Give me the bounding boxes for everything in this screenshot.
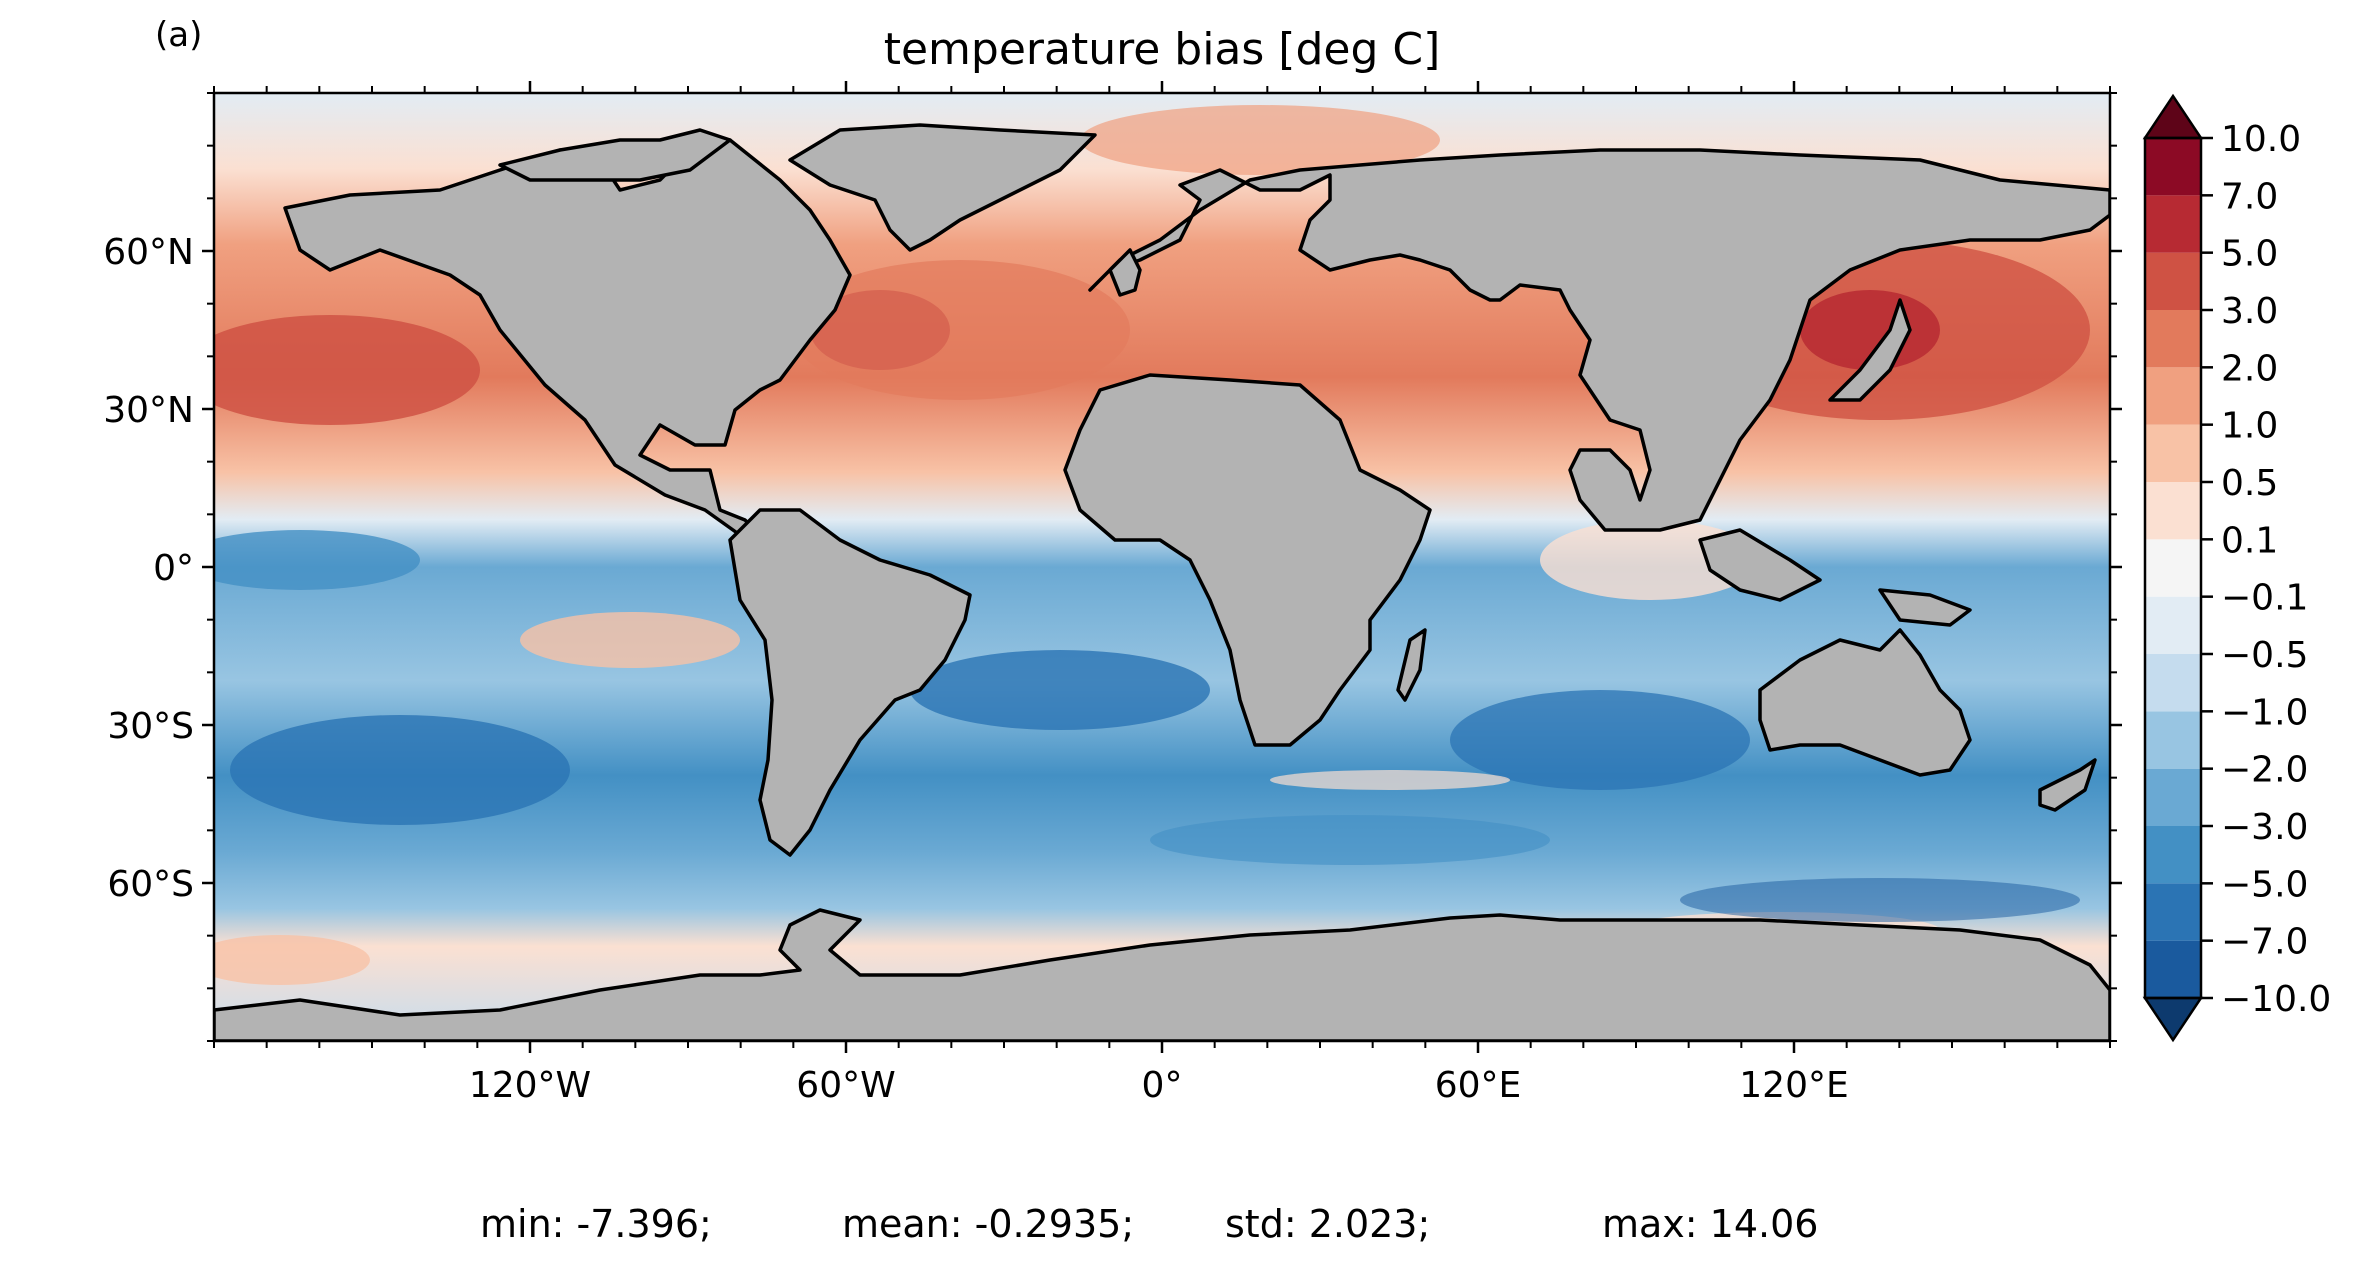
- colorbar-tick-label: −1.0: [2221, 692, 2308, 733]
- canadian-archipelago: [498, 128, 732, 182]
- colorbar-tick-label: 2.0: [2221, 348, 2278, 389]
- bias-patch: [1450, 690, 1750, 790]
- colorbar-bin: [2145, 252, 2201, 310]
- colorbar-tick-label: 5.0: [2221, 234, 2278, 275]
- bias-patch: [1270, 770, 1510, 790]
- stat-max: max: 14.06: [1602, 1202, 1818, 1246]
- africa: [1063, 373, 1432, 747]
- panel-label: (a): [155, 15, 202, 55]
- colorbar-tick-label: −5.0: [2221, 864, 2308, 905]
- uk: [1108, 248, 1142, 297]
- colorbar-tick-label: 1.0: [2221, 406, 2278, 447]
- bias-patch: [214, 935, 370, 985]
- colorbar-extend-min: [2142, 996, 2204, 1043]
- bias-patch: [1680, 878, 2080, 922]
- colorbar-bin: [2145, 596, 2201, 654]
- stat-min: min: -7.396;: [480, 1202, 712, 1246]
- colorbar-bin: [2145, 940, 2201, 998]
- colorbar-tick-label: −0.5: [2221, 635, 2308, 676]
- bias-patch: [230, 715, 570, 825]
- bias-patch: [520, 612, 740, 668]
- australia: [1758, 628, 1972, 777]
- colorbar-tick-label: −2.0: [2221, 750, 2308, 791]
- lon-tick-label: 120°W: [469, 1065, 591, 1106]
- lon-tick-label: 120°E: [1739, 1065, 1848, 1106]
- colorbar-bin: [2145, 826, 2201, 884]
- colorbar-frame: [2143, 136, 2203, 1000]
- new-guinea: [1878, 588, 1972, 627]
- colorbar-tick-label: −0.1: [2221, 578, 2308, 619]
- madagascar: [1396, 628, 1427, 702]
- colorbar-bin: [2145, 711, 2201, 769]
- lat-tick-label: 60°N: [103, 232, 194, 273]
- bias-patch: [910, 650, 1210, 730]
- colorbar-bin: [2145, 138, 2201, 196]
- colorbar-bin: [2145, 424, 2201, 482]
- bias-patch: [790, 260, 1130, 400]
- colorbar-tick-label: 7.0: [2221, 176, 2278, 217]
- longitude-axis: 120°W 60°W 0° 60°E 120°E: [213, 81, 2111, 1106]
- colorbar-tick-label: −7.0: [2221, 922, 2308, 963]
- stat-mean: mean: -0.2935;: [842, 1202, 1134, 1246]
- colorbar: −10.0 −7.0 −5.0 −3.0 −2.0 −1.0 −0.5 −0.1 0.1 0.5 1…: [2142, 93, 2331, 1043]
- colorbar-bin: [2145, 654, 2201, 712]
- colorbar-tick-label: −10.0: [2221, 979, 2331, 1020]
- colorbar-tick-label: 0.5: [2221, 463, 2278, 504]
- south-america: [728, 508, 972, 857]
- lat-tick-label: 30°S: [107, 706, 194, 747]
- colorbar-tick-label: 3.0: [2221, 291, 2278, 332]
- latitude-axis: 60°N 30°N 0° 30°S 60°S: [103, 92, 2122, 1042]
- new-zealand: [2038, 758, 2097, 812]
- colorbar-tick-label: 0.1: [2221, 520, 2278, 561]
- colorbar-extend-max: [2142, 93, 2204, 140]
- colorbar-bin: [2145, 883, 2201, 941]
- colorbar-bin: [2145, 482, 2201, 540]
- bias-patch: [214, 530, 420, 590]
- bias-patch: [1150, 815, 1550, 865]
- japan: [1828, 298, 1912, 402]
- lat-tick-label: 30°N: [103, 390, 194, 431]
- lon-tick-label: 0°: [1142, 1065, 1183, 1106]
- colorbar-bin: [2145, 310, 2201, 368]
- colorbar-tick-label: −3.0: [2221, 807, 2308, 848]
- lon-tick-label: 60°W: [796, 1065, 895, 1106]
- lat-tick-label: 0°: [153, 548, 194, 589]
- antarctica: [214, 908, 2110, 1041]
- north-america: [283, 138, 852, 537]
- lat-tick-label: 60°S: [107, 864, 194, 905]
- bias-patch: [214, 315, 480, 425]
- southeast-asia-islands: [1698, 528, 1822, 602]
- map-title: temperature bias [deg C]: [884, 24, 1441, 75]
- colorbar-bin: [2145, 768, 2201, 826]
- eurasia: [1088, 148, 2110, 532]
- colorbar-bin: [2145, 539, 2201, 597]
- colorbar-tick-label: 10.0: [2221, 119, 2301, 160]
- greenland: [788, 123, 1097, 252]
- colorbar-bin: [2145, 195, 2201, 253]
- lon-tick-label: 60°E: [1435, 1065, 1522, 1106]
- land-masses: [214, 123, 2110, 1041]
- stat-std: std: 2.023;: [1225, 1202, 1430, 1246]
- temperature-bias-map: [214, 93, 2110, 1041]
- bias-patch: [1080, 105, 1440, 175]
- colorbar-bin: [2145, 367, 2201, 425]
